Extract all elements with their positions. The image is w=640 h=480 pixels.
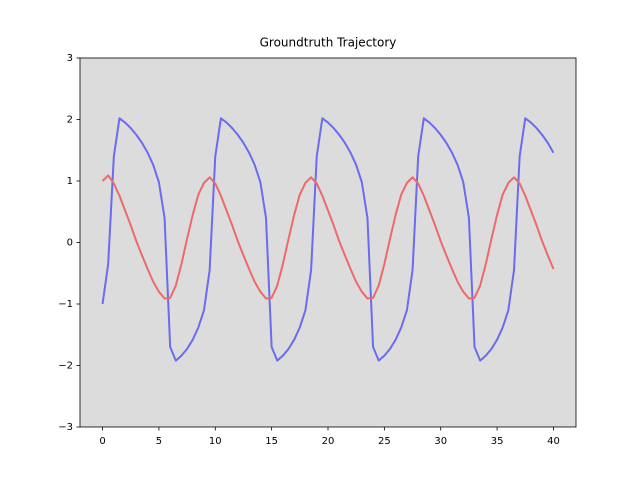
y-tick-label: 1 — [67, 176, 73, 187]
x-tick-label: 40 — [547, 436, 560, 447]
y-tick-label: 2 — [67, 115, 73, 126]
series-line — [101, 174, 555, 300]
series-line — [101, 117, 555, 362]
y-tick-label: 3 — [67, 53, 73, 64]
x-tick-label: 15 — [265, 436, 278, 447]
y-tick-label: −2 — [58, 361, 73, 372]
x-tick-label: 5 — [156, 436, 162, 447]
plot-area — [80, 58, 576, 427]
x-tick-label: 0 — [99, 436, 105, 447]
y-tick-label: −1 — [58, 299, 73, 310]
x-tick-label: 10 — [209, 436, 222, 447]
y-tick-label: 0 — [67, 238, 73, 249]
x-tick-label: 35 — [491, 436, 504, 447]
y-tick-label: −3 — [58, 422, 73, 433]
x-tick-label: 30 — [434, 436, 447, 447]
axes-frame — [79, 57, 577, 428]
x-tick-label: 20 — [322, 436, 335, 447]
x-tick-label: 25 — [378, 436, 391, 447]
chart-title: Groundtruth Trajectory — [260, 36, 397, 50]
